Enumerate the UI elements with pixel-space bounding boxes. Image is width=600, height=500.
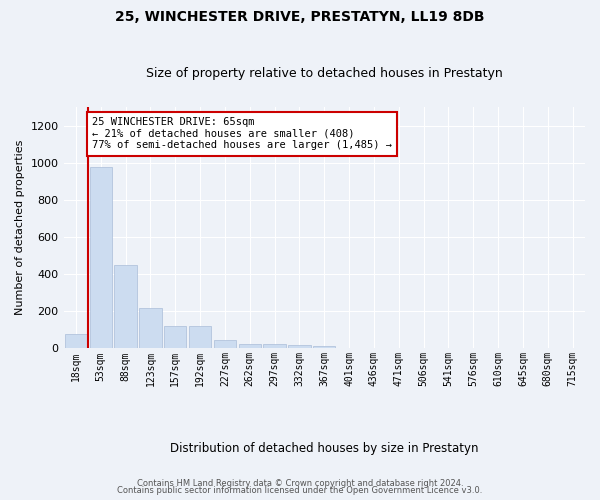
Bar: [65, 334, 87, 348]
Bar: [189, 326, 211, 348]
Title: Size of property relative to detached houses in Prestatyn: Size of property relative to detached ho…: [146, 66, 503, 80]
Bar: [313, 346, 335, 348]
Bar: [139, 308, 161, 348]
Y-axis label: Number of detached properties: Number of detached properties: [15, 140, 25, 316]
Text: Contains public sector information licensed under the Open Government Licence v3: Contains public sector information licen…: [118, 486, 482, 495]
Text: Contains HM Land Registry data © Crown copyright and database right 2024.: Contains HM Land Registry data © Crown c…: [137, 478, 463, 488]
Bar: [89, 168, 112, 348]
Bar: [288, 344, 311, 348]
Text: 25, WINCHESTER DRIVE, PRESTATYN, LL19 8DB: 25, WINCHESTER DRIVE, PRESTATYN, LL19 8D…: [115, 10, 485, 24]
Bar: [115, 265, 137, 348]
Text: 25 WINCHESTER DRIVE: 65sqm
← 21% of detached houses are smaller (408)
77% of sem: 25 WINCHESTER DRIVE: 65sqm ← 21% of deta…: [92, 118, 392, 150]
X-axis label: Distribution of detached houses by size in Prestatyn: Distribution of detached houses by size …: [170, 442, 479, 455]
Bar: [263, 344, 286, 348]
Bar: [214, 340, 236, 348]
Bar: [164, 326, 187, 348]
Bar: [239, 344, 261, 348]
